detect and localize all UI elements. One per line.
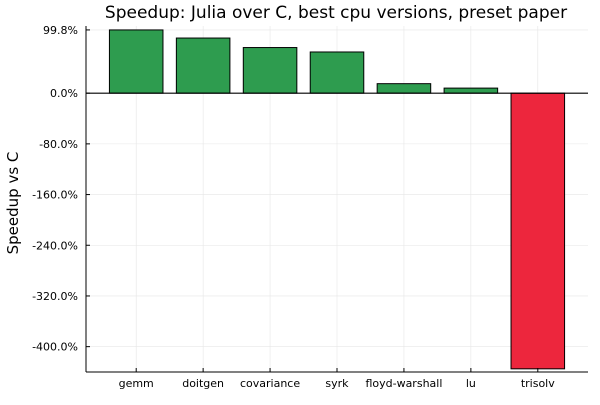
x-tick-label: lu [466, 377, 476, 390]
y-tick-label: -400.0% [32, 341, 78, 354]
chart-title: Speedup: Julia over C, best cpu versions… [105, 3, 567, 23]
y-tick-label: 0.0% [50, 87, 78, 100]
y-tick-label: -160.0% [32, 189, 78, 202]
bar-gemm [108, 29, 164, 94]
bar-syrk [309, 51, 365, 94]
y-tick-labels: -400.0% -320.0% -240.0% -160.0% -80.0% 0.0% 99… [32, 24, 78, 354]
bar-covariance [242, 47, 298, 94]
y-tick-label: -240.0% [32, 239, 78, 252]
x-tick-labels: gemm doitgen covariance syrk floyd-warshall l… [119, 377, 556, 390]
x-tick-label: floyd-warshall [365, 377, 442, 390]
axes [85, 26, 588, 373]
bar-trisolv [510, 92, 566, 370]
x-tick-label: trisolv [521, 377, 555, 390]
y-axis-label: Speedup vs C [4, 152, 22, 255]
x-tick-label: syrk [325, 377, 349, 390]
y-tick-label: 99.8% [43, 24, 78, 37]
bar-doitgen [175, 37, 231, 94]
bar-lu [443, 87, 499, 94]
y-tick-label: -320.0% [32, 290, 78, 303]
x-tick-label: covariance [240, 377, 300, 390]
x-tick-label: doitgen [182, 377, 224, 390]
x-tick-label: gemm [119, 377, 154, 390]
y-tick-label: -80.0% [39, 138, 78, 151]
bar-floyd-warshall [376, 83, 432, 94]
